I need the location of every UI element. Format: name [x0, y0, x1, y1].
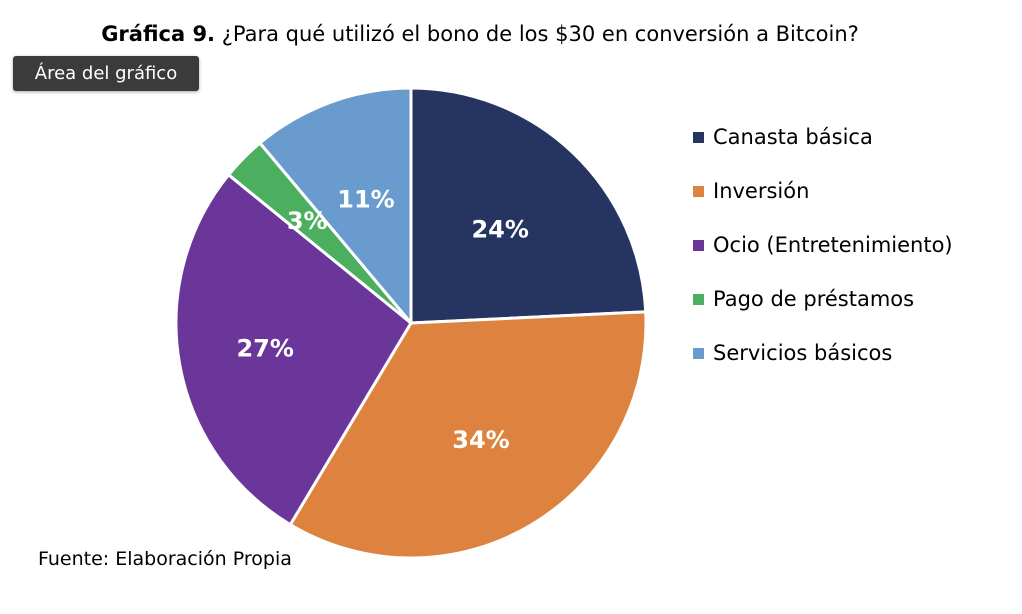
chart-source: Fuente: Elaboración Propia [38, 548, 292, 570]
chart-area-tooltip-label: Área del gráfico [34, 63, 178, 84]
chart-title: Gráfica 9. ¿Para qué utilizó el bono de … [90, 20, 870, 49]
data-label-pago-de-prestamos: 3% [287, 207, 328, 235]
legend-item-inversion[interactable]: Inversión [693, 164, 953, 218]
legend-item-ocio-entretenimiento[interactable]: Ocio (Entretenimiento) [693, 218, 953, 272]
legend-item-canasta-basica[interactable]: Canasta básica [693, 110, 953, 164]
pie-slices [174, 86, 648, 560]
legend-label: Pago de préstamos [713, 287, 915, 311]
pie-slice-servicios-basicos[interactable] [258, 86, 413, 325]
data-label-ocio-entretenimiento: 27% [236, 335, 293, 363]
legend-label: Ocio (Entretenimiento) [713, 233, 953, 257]
legend-swatch [693, 131, 704, 143]
chart-legend: Canasta básica Inversión Ocio (Entretenimi… [693, 110, 953, 380]
legend-label: Inversión [713, 179, 810, 203]
legend-swatch [693, 347, 704, 359]
data-label-inversion: 34% [452, 426, 509, 454]
legend-label: Servicios básicos [713, 341, 893, 365]
legend-swatch [693, 239, 704, 251]
legend-swatch [693, 185, 704, 197]
legend-item-pago-de-prestamos[interactable]: Pago de préstamos [693, 272, 953, 326]
chart-title-text: ¿Para qué utilizó el bono de los $30 en … [221, 22, 859, 46]
pie-slice-inversion[interactable] [288, 310, 648, 560]
legend-label: Canasta básica [713, 125, 873, 149]
legend-item-servicios-basicos[interactable]: Servicios básicos [693, 326, 953, 380]
chart-area-tooltip: Área del gráfico [13, 56, 199, 91]
data-label-servicios-basicos: 11% [337, 185, 394, 213]
data-label-canasta-basica: 24% [471, 216, 528, 244]
pie-data-labels: 24% 34% 27% 3% 11% [236, 185, 528, 454]
pie-slice-canasta-basica[interactable] [409, 86, 648, 325]
pie-slice-ocio-entretenimiento[interactable] [174, 173, 413, 527]
legend-swatch [693, 293, 704, 305]
chart-title-lead: Gráfica 9. [101, 22, 216, 46]
